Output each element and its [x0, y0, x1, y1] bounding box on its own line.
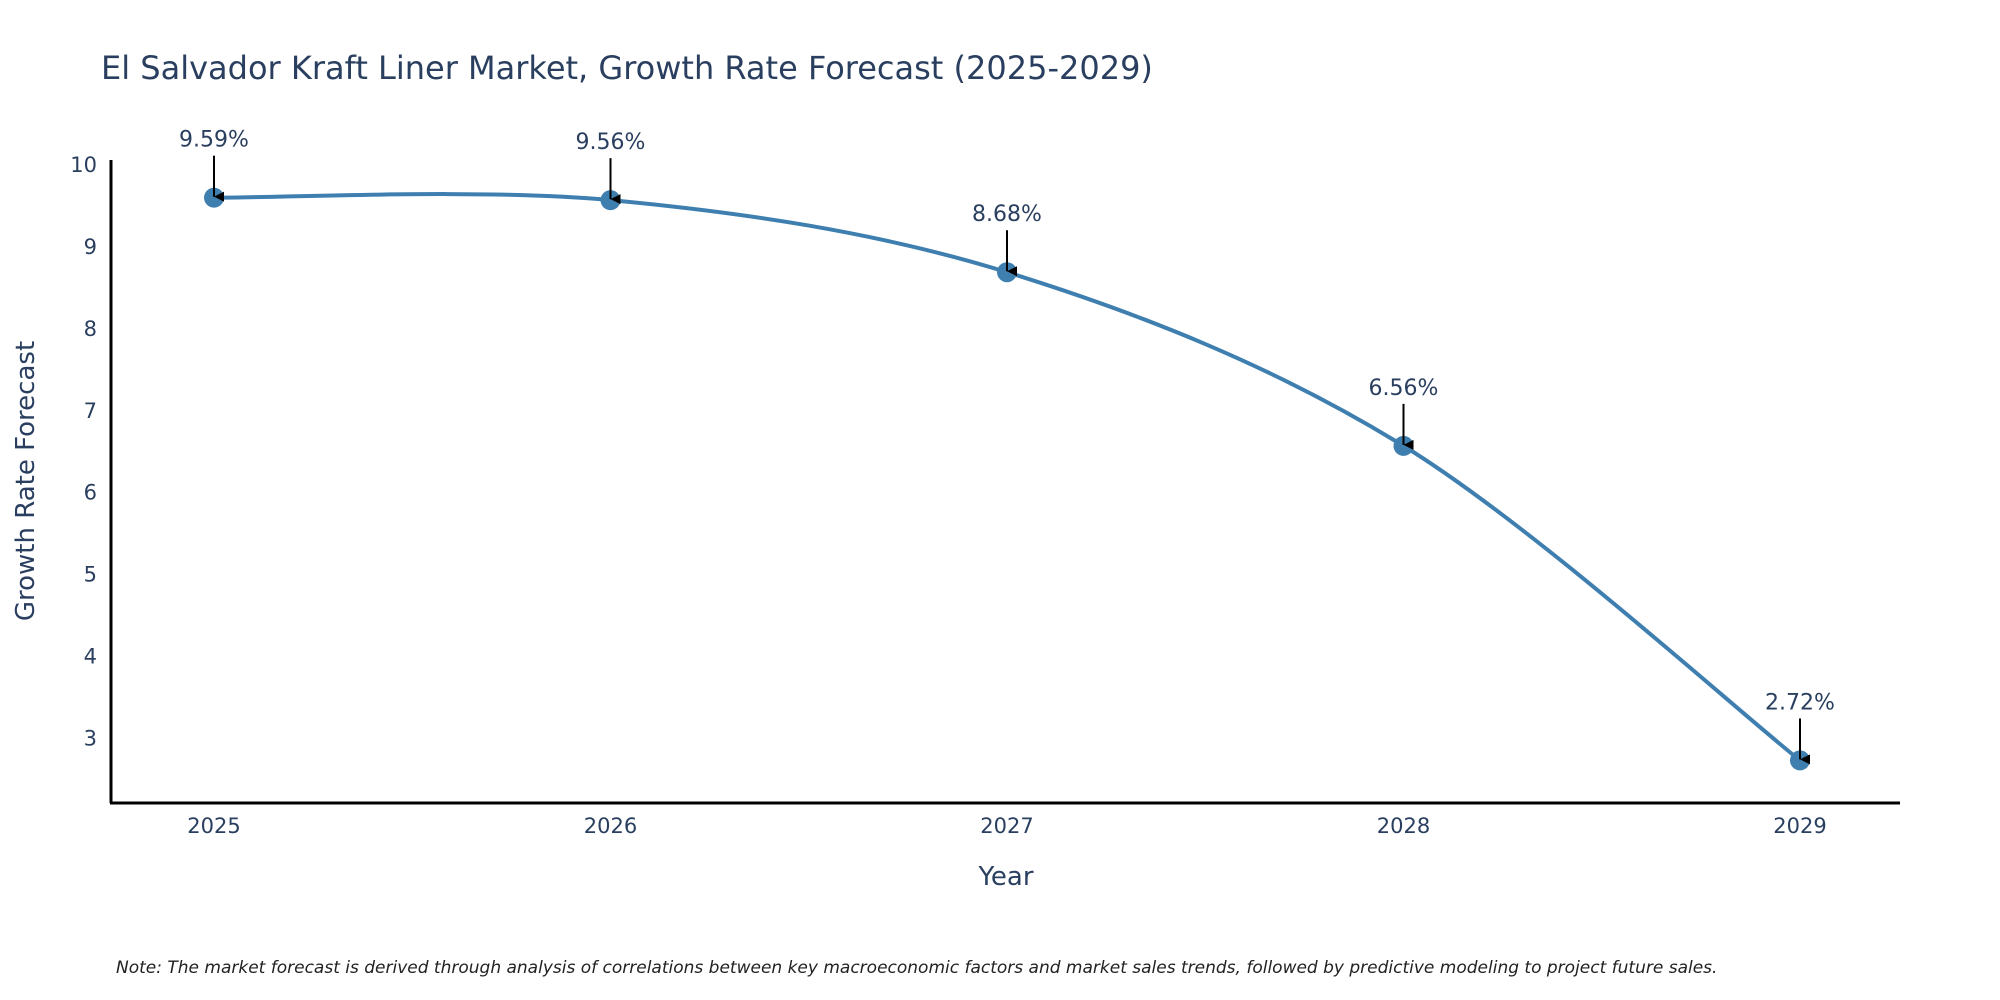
x-axis-title: Year [977, 862, 1033, 892]
y-tick-label: 9 [84, 235, 97, 259]
x-tick-label: 2026 [584, 814, 637, 838]
data-label: 9.59% [179, 128, 249, 153]
y-tick-label: 4 [84, 645, 97, 669]
x-tick-label: 2025 [187, 814, 240, 838]
y-tick-label: 5 [84, 563, 97, 587]
y-tick-label: 10 [70, 153, 97, 177]
y-tick-label: 7 [84, 399, 97, 423]
data-label: 8.68% [972, 202, 1042, 227]
data-label: 9.56% [576, 130, 646, 155]
data-labels: 9.59% 9.56% 8.68% 6.56% 2.72% [179, 128, 1835, 765]
y-axis-title: Growth Rate Forecast [11, 341, 41, 621]
y-tick-label: 6 [84, 481, 97, 505]
data-points [204, 187, 1810, 771]
y-tick-label: 3 [84, 726, 97, 750]
x-tick-label: 2027 [980, 814, 1033, 838]
x-tick-label: 2028 [1377, 814, 1430, 838]
data-label: 6.56% [1369, 376, 1439, 401]
data-label: 2.72% [1765, 690, 1835, 715]
x-axis-ticks: 2025 2026 2027 2028 2029 [187, 814, 1826, 838]
y-axis-ticks: 3 4 5 6 7 8 9 10 [70, 153, 97, 750]
footnote: Note: The market forecast is derived thr… [116, 958, 1717, 978]
x-tick-label: 2029 [1773, 814, 1826, 838]
y-tick-label: 8 [84, 317, 97, 341]
chart-title: El Salvador Kraft Liner Market, Growth R… [101, 49, 1153, 87]
